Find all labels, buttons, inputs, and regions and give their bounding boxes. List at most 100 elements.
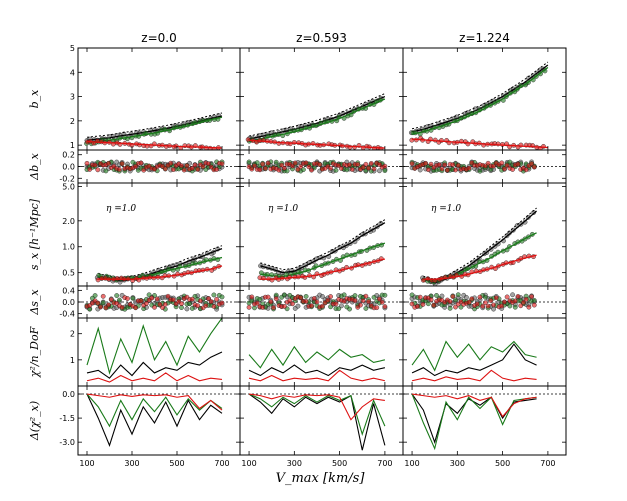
residual-marker [531,297,537,303]
residual-marker [170,297,176,303]
residual-marker [526,304,532,310]
residual-marker [439,166,445,172]
x-tick-label: 100 [241,459,256,468]
residual-marker [314,299,320,305]
residual-marker [287,298,293,304]
residual-marker [377,296,382,302]
residual-marker [341,292,347,298]
residual-marker [423,160,429,166]
panel-delta_b_x-2 [402,149,567,184]
residual-marker [347,306,352,312]
fit-line-s_x-red [260,258,386,280]
residual-marker [157,302,163,307]
residual-marker [371,294,377,300]
marker-b_x-red [291,140,297,145]
residual-marker [328,304,333,310]
panel-frame [239,317,404,387]
residual-marker [507,303,513,309]
y-tick-label: -1.5 [59,414,75,423]
panel-b_x-1 [239,47,404,151]
panel-s_x-0: 0.5 1.0 2.0 5.0 η =1.0 [62,182,241,287]
residual-marker [317,162,323,167]
residual-marker [428,297,434,303]
residual-marker [510,167,515,172]
y-tick-label: 2 [70,117,75,126]
residual-marker [306,164,312,170]
x-tick-label: 300 [124,459,139,468]
residual-marker [100,293,106,299]
residual-marker [504,294,510,300]
residual-marker [260,161,266,167]
y-tick-label: 0.4 [62,286,75,295]
residual-marker [106,160,112,166]
residual-marker [358,302,363,308]
residual-marker [189,306,195,311]
residual-marker [281,292,287,298]
eta-annotation: η =1.0 [268,204,298,214]
residual-marker [493,295,499,301]
residual-marker [292,160,298,166]
x-tick-label: 500 [495,459,510,468]
residual-marker [442,162,448,168]
residual-marker [143,301,149,306]
fit-line-b_x-black [411,64,549,133]
residual-marker [352,298,358,304]
residual-marker [518,303,524,309]
series-line-chi2-red [86,372,223,383]
y-tick-label: 0.0 [62,298,75,307]
residual-marker [349,167,355,172]
residual-marker [187,301,193,307]
residual-marker [339,166,344,171]
residual-marker [262,166,268,171]
residual-marker [162,301,168,307]
fit-line-b_x-red [412,138,548,149]
residual-marker [257,167,263,173]
residual-marker [254,300,260,306]
residual-marker [374,305,380,311]
y-tick-label: 5 [70,44,75,53]
residual-marker [444,167,450,173]
residual-marker [208,299,214,304]
y-tick-label: 1 [70,356,75,365]
residual-marker [328,165,333,171]
residual-marker [92,162,98,168]
y-tick-label: 5.0 [62,183,75,192]
panel-delta_chi2-1: 100 300 500 700 [239,385,404,468]
residual-marker [420,302,426,307]
residual-marker [453,297,458,303]
y-tick-label: 3 [70,93,75,102]
y-axis-label-s_x: s_x [h⁻¹Mpc] [28,198,41,270]
residual-marker [499,160,505,166]
y-axis-label-delta_s_x: Δs_x [28,289,41,316]
residual-marker [382,304,388,309]
residual-marker [309,167,314,173]
residual-marker [523,297,529,302]
residual-marker [100,300,106,306]
residual-marker [298,164,304,170]
residual-marker [160,305,166,311]
panel-chi2_ndof-2 [402,317,567,387]
series-line-dchi2-green [248,393,386,436]
residual-marker [211,292,217,298]
eta-annotation: η =1.0 [431,204,461,214]
residual-marker [168,160,174,166]
residual-marker [347,162,352,168]
residual-marker [138,160,144,166]
residual-marker [507,159,513,165]
residual-marker [192,162,198,168]
fit-line-s_x-black [260,222,386,274]
residual-marker [447,305,453,311]
fit-line-s_x-red [98,265,223,280]
residual-marker [189,296,195,302]
residual-marker [409,292,415,298]
y-tick-label: 2 [70,330,75,339]
residual-marker [184,306,190,312]
residual-marker [249,166,255,172]
series-line-dchi2-black [411,393,537,444]
residual-marker [363,306,369,311]
residual-marker [170,167,176,172]
residual-marker [453,167,458,173]
residual-marker [181,167,187,173]
residual-marker [425,301,431,307]
residual-marker [162,166,168,172]
